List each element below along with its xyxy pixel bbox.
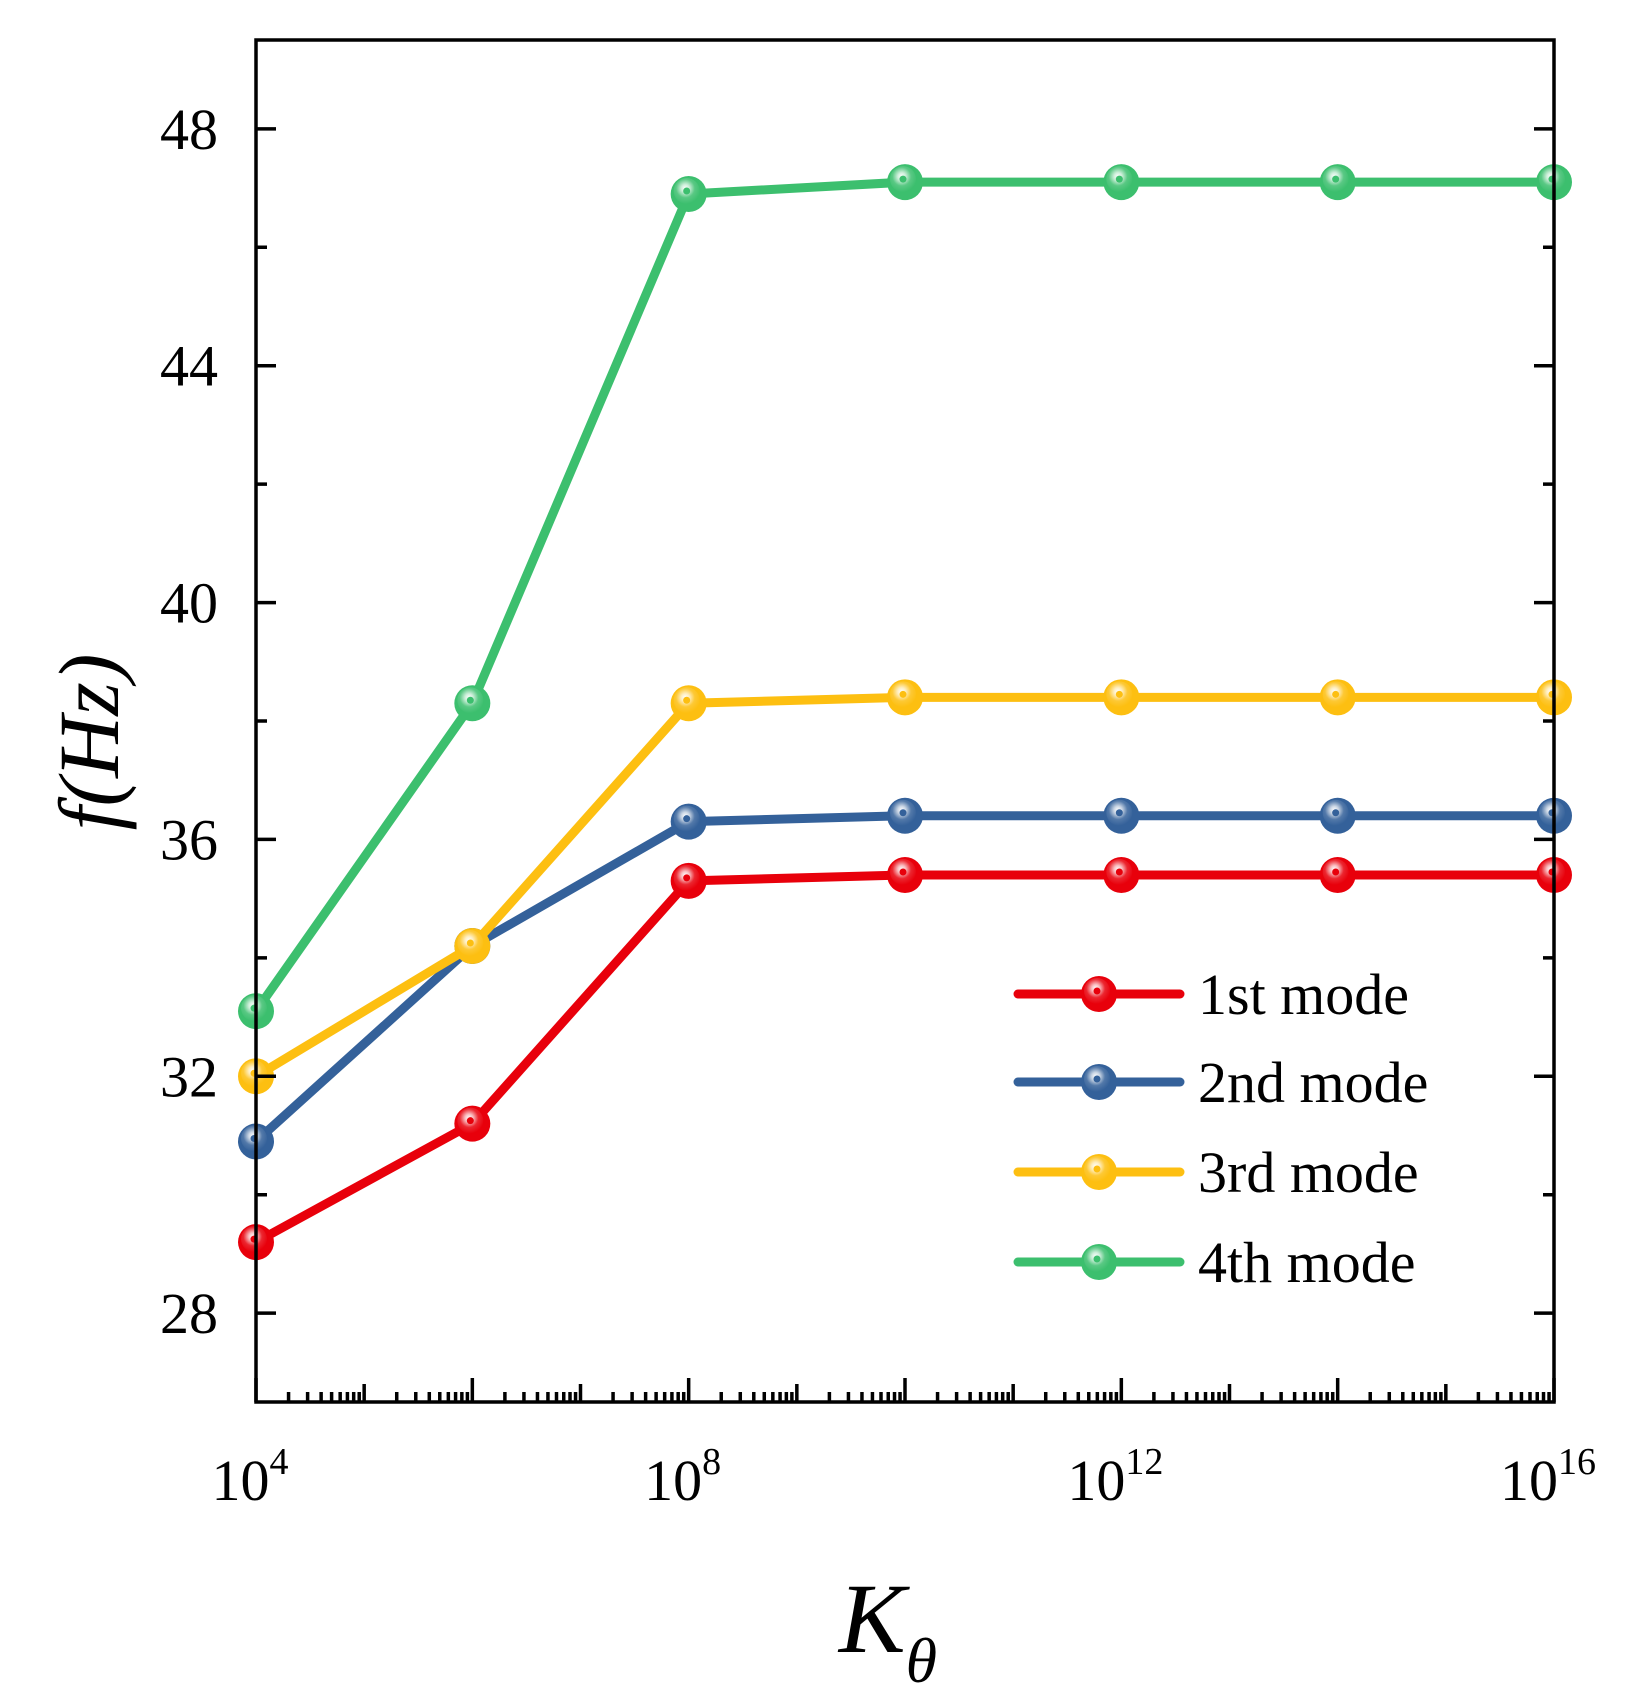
legend-label: 4th mode [1198, 1230, 1415, 1295]
legend: 1st mode 2nd mode 3rd mode 4th mode [1013, 962, 1428, 1295]
y-tick-label: 32 [160, 1044, 218, 1109]
x-tick-exponent: 12 [1125, 1441, 1163, 1483]
y-axis-title: f(Hz) [41, 654, 137, 831]
marker-center [899, 809, 907, 817]
data-point [1103, 797, 1140, 834]
marker-center [1093, 1165, 1101, 1173]
data-point [454, 685, 491, 722]
legend-label: 1st mode [1198, 962, 1409, 1027]
x-tick-label: 1016 [1500, 1441, 1596, 1513]
legend-marker [1081, 1154, 1117, 1190]
y-tick-label: 40 [160, 571, 218, 636]
data-point [1103, 856, 1140, 893]
y-tick-label: 48 [160, 97, 218, 162]
data-point [454, 1105, 491, 1142]
marker-center [899, 868, 907, 876]
x-axis-title-main: K [837, 1563, 910, 1674]
series-4 [238, 164, 1572, 1030]
legend-marker [1081, 1064, 1117, 1100]
marker-center [466, 1117, 474, 1125]
data-point [454, 928, 491, 965]
marker-center [1115, 175, 1123, 183]
plot-series [238, 164, 1572, 1261]
data-point [887, 679, 923, 716]
x-tick-label: 104 [212, 1441, 289, 1513]
x-tick-exponent: 16 [1558, 1441, 1596, 1483]
marker-center [1115, 868, 1123, 876]
data-point [670, 803, 707, 840]
x-tick-base: 10 [1067, 1448, 1125, 1513]
x-tick-base: 10 [644, 1448, 702, 1513]
x-tick-label: 108 [644, 1441, 721, 1513]
y-tick-label: 36 [160, 807, 218, 872]
axes [254, 38, 1556, 1404]
legend-item-4: 4th mode [1013, 1230, 1415, 1295]
data-point [1319, 797, 1356, 834]
marker-center [899, 690, 907, 698]
marker-center [683, 696, 691, 704]
marker-center [1115, 690, 1123, 698]
marker-center [1332, 175, 1340, 183]
y-tick-label: 44 [160, 334, 218, 399]
series-1 [238, 856, 1572, 1261]
legend-marker [1081, 1244, 1117, 1280]
data-point [670, 175, 707, 212]
legend-label: 3rd mode [1198, 1140, 1419, 1205]
marker-center [466, 696, 474, 704]
data-point [1319, 164, 1356, 201]
marker-center [683, 187, 691, 195]
legend-item-3: 3rd mode [1013, 1140, 1419, 1205]
marker-center [1115, 809, 1123, 817]
marker-center [1332, 809, 1340, 817]
legend-label: 2nd mode [1198, 1050, 1428, 1115]
y-tick-label: 28 [160, 1281, 218, 1346]
marker-center [1332, 868, 1340, 876]
data-point [670, 685, 707, 722]
x-axis-title-subscript: θ [906, 1625, 937, 1694]
marker-center [899, 175, 907, 183]
data-point [887, 164, 923, 201]
y-tick-labels: 28 32 36 40 44 48 [160, 97, 218, 1346]
legend-item-1: 1st mode [1013, 962, 1409, 1027]
x-axis-title: Kθ [837, 1563, 937, 1694]
x-tick-label: 1012 [1067, 1441, 1163, 1513]
x-tick-exponent: 8 [702, 1441, 721, 1483]
data-point [887, 856, 923, 893]
marker-center [466, 939, 474, 947]
legend-item-2: 2nd mode [1013, 1050, 1428, 1115]
marker-center [683, 815, 691, 823]
data-point [1319, 679, 1356, 716]
x-tick-base: 10 [1500, 1448, 1558, 1513]
marker-center [683, 874, 691, 882]
data-point [1103, 679, 1140, 716]
marker-center [1093, 1075, 1101, 1083]
x-tick-base: 10 [212, 1448, 270, 1513]
legend-marker [1081, 976, 1117, 1012]
marker-center [1093, 1255, 1101, 1263]
data-point [887, 797, 923, 834]
x-tick-exponent: 4 [270, 1441, 289, 1483]
data-point [1103, 164, 1140, 201]
data-point [1319, 856, 1356, 893]
marker-center [1332, 690, 1340, 698]
marker-center [1093, 987, 1101, 995]
x-tick-labels: 104 108 1012 1016 [212, 1441, 1597, 1513]
data-point [670, 862, 707, 899]
